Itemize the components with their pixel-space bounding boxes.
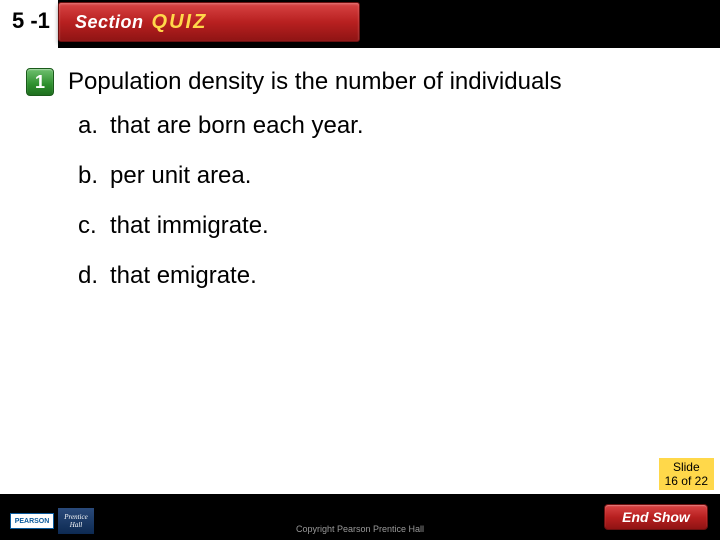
badge-quiz-text: QUIZ xyxy=(152,11,208,34)
option-text: that immigrate. xyxy=(110,212,269,240)
option-d: d. that emigrate. xyxy=(78,262,364,290)
slide-label: Slide xyxy=(665,460,708,474)
slide-count: 16 of 22 xyxy=(665,474,708,488)
option-text: per unit area. xyxy=(110,162,251,190)
option-letter: c. xyxy=(78,212,110,240)
option-text: that are born each year. xyxy=(110,112,364,140)
question-number-badge: 1 xyxy=(26,68,54,96)
badge-section-text: Section xyxy=(75,12,144,33)
option-c: c. that immigrate. xyxy=(78,212,364,240)
options-list: a. that are born each year. b. per unit … xyxy=(78,112,364,312)
question-text: Population density is the number of indi… xyxy=(68,68,562,96)
section-number: 5 -1 xyxy=(12,8,50,34)
logo-prentice-text: Prentice xyxy=(64,513,87,521)
section-quiz-badge: Section QUIZ xyxy=(58,2,360,42)
option-letter: d. xyxy=(78,262,110,290)
option-letter: a. xyxy=(78,112,110,140)
end-show-button[interactable]: End Show xyxy=(604,504,708,530)
option-text: that emigrate. xyxy=(110,262,257,290)
option-b: b. per unit area. xyxy=(78,162,364,190)
option-letter: b. xyxy=(78,162,110,190)
slide-indicator: Slide 16 of 22 xyxy=(659,458,714,490)
option-a: a. that are born each year. xyxy=(78,112,364,140)
